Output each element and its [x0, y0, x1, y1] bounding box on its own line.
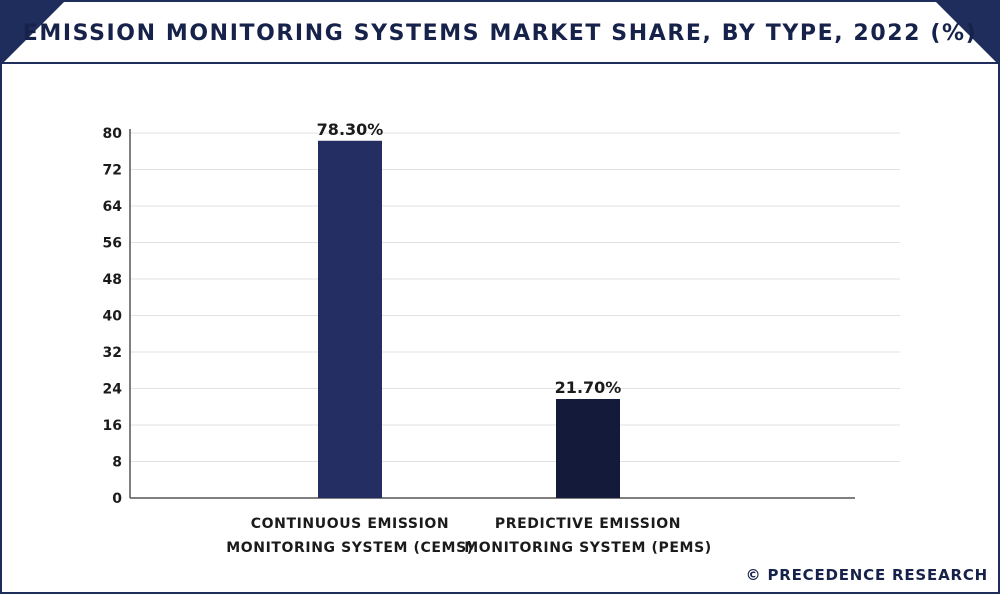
y-tick-label: 80	[103, 126, 123, 142]
source-credit: © PRECEDENCE RESEARCH	[745, 566, 988, 584]
data-label: 78.30%	[317, 120, 384, 139]
y-tick-label: 40	[103, 309, 123, 325]
title-banner: EMISSION MONITORING SYSTEMS MARKET SHARE…	[2, 2, 998, 64]
y-tick-label: 24	[103, 382, 123, 398]
bar	[318, 140, 382, 498]
x-category-label: PREDICTIVE EMISSION	[495, 516, 681, 532]
data-label: 21.70%	[555, 378, 622, 397]
x-category-label: MONITORING SYSTEM (CEMS)	[226, 540, 474, 556]
y-tick-label: 8	[112, 455, 122, 471]
y-tick-label: 64	[103, 199, 123, 215]
banner-graphic	[2, 2, 998, 64]
y-tick-label: 56	[103, 236, 122, 252]
x-category-label: CONTINUOUS EMISSION	[251, 516, 449, 532]
y-tick-label: 32	[103, 345, 122, 361]
banner-corner-right	[936, 2, 998, 64]
chart-title: EMISSION MONITORING SYSTEMS MARKET SHARE…	[22, 20, 978, 46]
y-tick-label: 48	[103, 272, 122, 288]
y-tick-label: 72	[103, 163, 122, 179]
bar	[556, 398, 620, 498]
y-tick-label: 16	[103, 418, 122, 434]
banner-corner-left	[2, 2, 64, 64]
x-category-label: MONITORING SYSTEM (PEMS)	[464, 540, 712, 556]
y-tick-label: 0	[112, 491, 122, 507]
